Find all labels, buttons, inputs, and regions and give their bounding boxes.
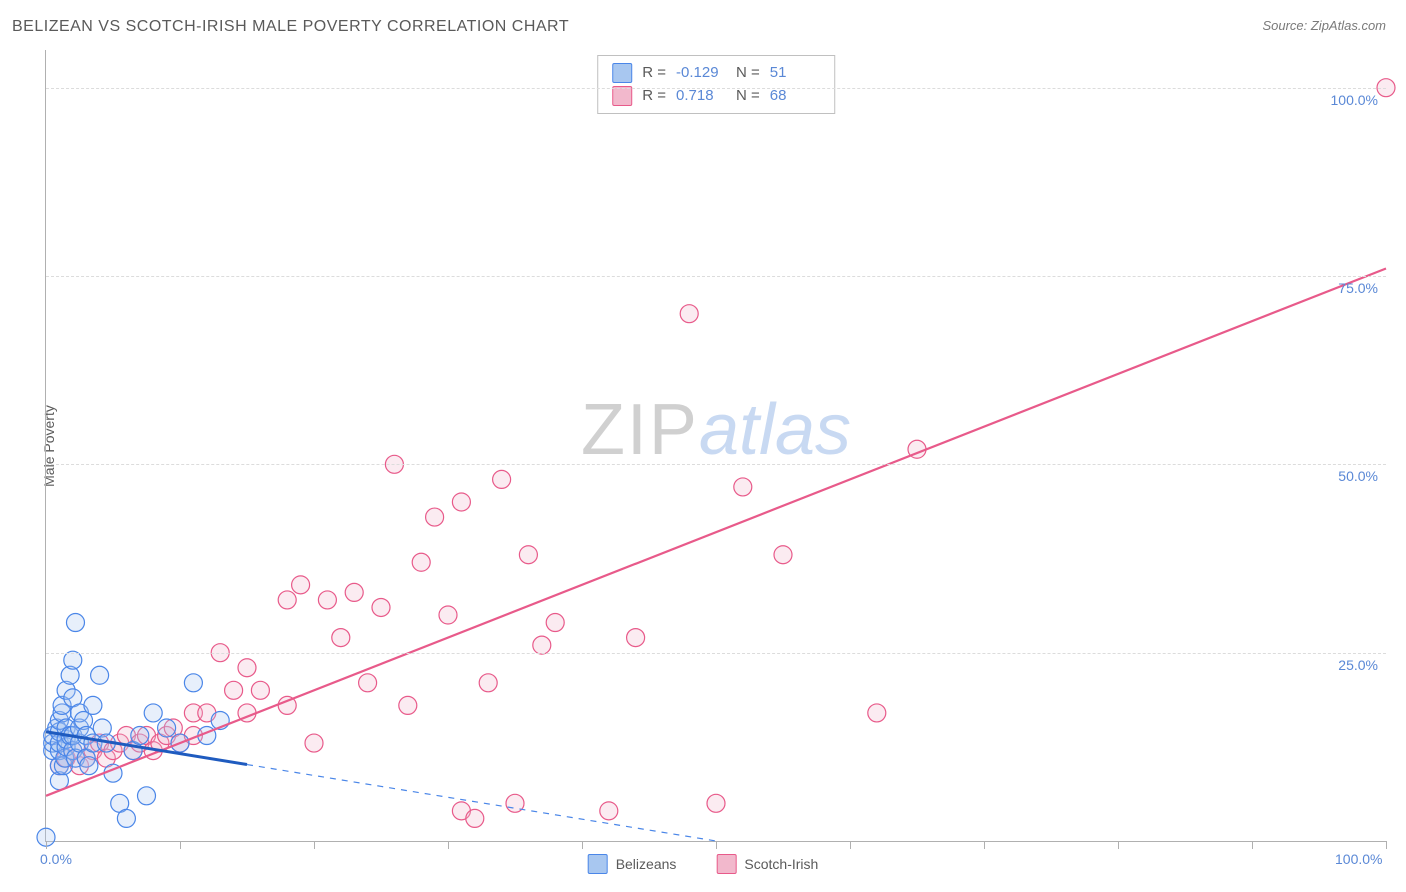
data-point	[868, 704, 886, 722]
data-point	[412, 553, 430, 571]
x-tick	[448, 841, 449, 849]
data-point	[158, 719, 176, 737]
plot-svg	[46, 50, 1386, 841]
data-point	[533, 636, 551, 654]
data-point	[493, 470, 511, 488]
data-point	[91, 666, 109, 684]
data-point	[278, 591, 296, 609]
bottom-legend: Belizeans Scotch-Irish	[588, 854, 819, 874]
data-point	[292, 576, 310, 594]
trend-line-belizean-dashed	[247, 765, 716, 841]
legend-item-scotch-irish: Scotch-Irish	[716, 854, 818, 874]
stat-N-label: N =	[736, 62, 760, 85]
x-tick	[716, 841, 717, 849]
y-tick-label: 50.0%	[1338, 468, 1378, 484]
data-point	[305, 734, 323, 752]
stats-legend-box: R = -0.129 N = 51 R = 0.718 N = 68	[597, 55, 835, 114]
data-point	[426, 508, 444, 526]
data-point	[251, 681, 269, 699]
data-point	[64, 651, 82, 669]
data-point	[225, 681, 243, 699]
data-point	[345, 583, 363, 601]
legend-label-belizean: Belizeans	[616, 856, 677, 872]
data-point	[138, 787, 156, 805]
data-point	[627, 629, 645, 647]
plot-area: ZIPatlas R = -0.129 N = 51 R = 0.718 N =…	[45, 50, 1386, 842]
data-point	[546, 614, 564, 632]
x-tick	[850, 841, 851, 849]
data-point	[399, 696, 417, 714]
gridline	[46, 464, 1386, 465]
data-point	[66, 614, 84, 632]
legend-label-scotch-irish: Scotch-Irish	[744, 856, 818, 872]
data-point	[84, 696, 102, 714]
data-point	[439, 606, 457, 624]
x-tick	[984, 841, 985, 849]
data-point	[707, 794, 725, 812]
y-tick-label: 75.0%	[1338, 280, 1378, 296]
data-point	[372, 598, 390, 616]
data-point	[131, 727, 149, 745]
legend-swatch-belizean	[588, 854, 608, 874]
x-tick	[180, 841, 181, 849]
swatch-scotch-irish	[612, 86, 632, 106]
data-point	[117, 809, 135, 827]
data-point	[600, 802, 618, 820]
gridline	[46, 653, 1386, 654]
legend-swatch-scotch-irish	[716, 854, 736, 874]
stat-R-belizean: -0.129	[676, 62, 726, 85]
data-point	[318, 591, 336, 609]
data-point	[680, 305, 698, 323]
data-point	[479, 674, 497, 692]
x-tick	[1386, 841, 1387, 849]
stat-R-label: R =	[642, 62, 666, 85]
data-point	[332, 629, 350, 647]
data-point	[519, 546, 537, 564]
legend-item-belizean: Belizeans	[588, 854, 677, 874]
trend-line-scotch-irish	[46, 268, 1386, 795]
data-point	[184, 674, 202, 692]
data-point	[238, 659, 256, 677]
data-point	[734, 478, 752, 496]
y-tick-label: 25.0%	[1338, 657, 1378, 673]
stats-row-belizean: R = -0.129 N = 51	[612, 62, 820, 85]
gridline	[46, 276, 1386, 277]
data-point	[452, 493, 470, 511]
x-tick	[46, 841, 47, 849]
x-tick	[1252, 841, 1253, 849]
data-point	[80, 757, 98, 775]
chart-title: BELIZEAN VS SCOTCH-IRISH MALE POVERTY CO…	[12, 18, 569, 36]
gridline	[46, 88, 1386, 89]
x-axis-min-label: 0.0%	[40, 851, 72, 867]
stat-N-belizean: 51	[770, 62, 820, 85]
data-point	[144, 704, 162, 722]
data-point	[774, 546, 792, 564]
x-tick	[314, 841, 315, 849]
source-label: Source: ZipAtlas.com	[1262, 18, 1386, 33]
swatch-belizean	[612, 63, 632, 83]
x-tick	[582, 841, 583, 849]
y-tick-label: 100.0%	[1331, 92, 1378, 108]
x-tick	[1118, 841, 1119, 849]
data-point	[359, 674, 377, 692]
data-point	[466, 809, 484, 827]
x-axis-max-label: 100.0%	[1335, 851, 1382, 867]
